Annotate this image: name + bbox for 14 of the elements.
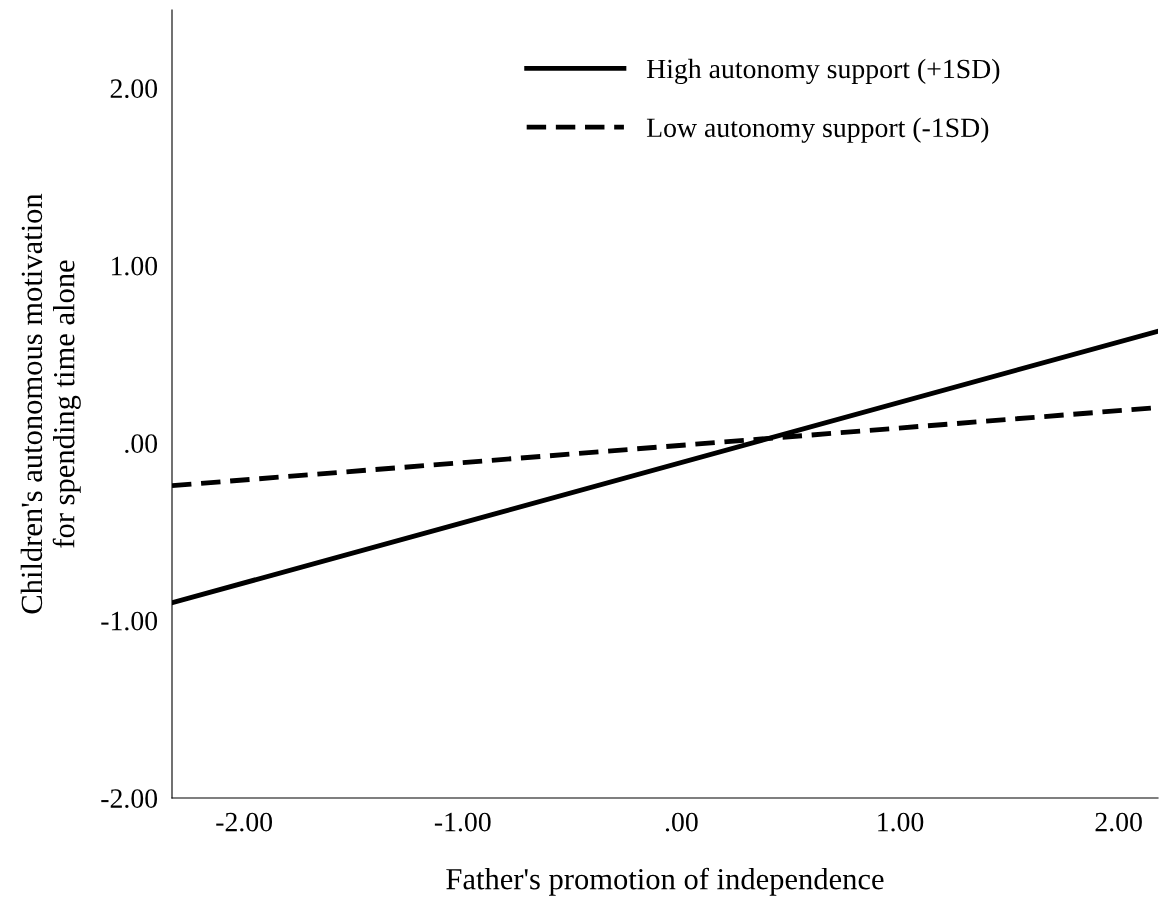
y-tick-label: -1.00 <box>101 611 158 631</box>
x-tick-label: -2.00 <box>216 812 273 832</box>
y-tick-label: 2.00 <box>110 79 158 99</box>
y-tick-label: 1.00 <box>111 256 158 276</box>
legend-label: High autonomy support (+1SD) <box>646 58 1000 85</box>
x-tick-label: -1.00 <box>434 812 491 832</box>
y-axis-title: Children's autonomous motivation for spending time alone <box>20 193 81 614</box>
y-tick-label: .00 <box>125 434 158 454</box>
x-tick-label: 2.00 <box>1095 812 1142 832</box>
x-tick-label: .00 <box>665 812 698 832</box>
legend-label: Low autonomy support (-1SD) <box>646 117 989 143</box>
x-tick-label: 1.00 <box>878 812 924 832</box>
x-axis-title: Father's promotion of independence <box>446 867 884 896</box>
y-tick-label: -2.00 <box>101 789 158 809</box>
